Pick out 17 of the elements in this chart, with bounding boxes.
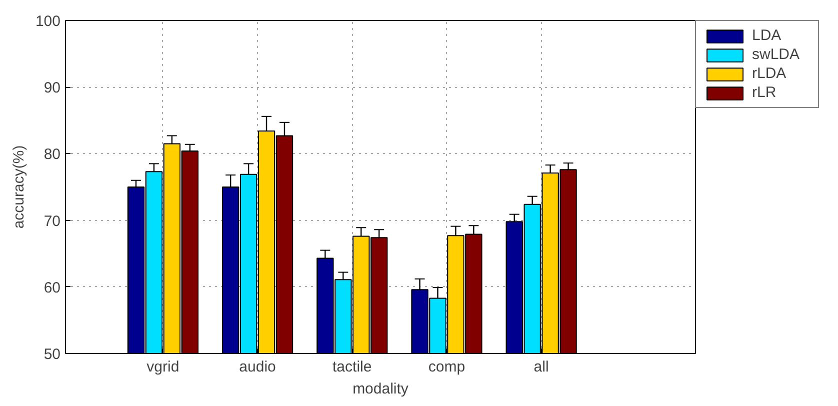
x-tick-label: tactile [332,358,372,376]
x-tick-label: audio [239,358,276,376]
y-tick-label: 80 [44,146,61,164]
legend-label: rLDA [752,65,788,82]
y-tick-label: 60 [44,279,61,296]
x-tick-label: comp [428,358,466,376]
y-tick-label: 70 [44,212,61,230]
x-tick-label: vgrid [146,358,180,376]
legend-label: swLDA [752,46,801,63]
x-axis-title: modality [352,380,409,398]
y-tick-label: 100 [35,13,61,30]
y-tick-label: 50 [44,346,61,363]
x-tick-label: all [534,358,549,376]
legend-label: rLR [752,84,778,101]
y-axis-title: accuracy(%) [10,145,28,229]
legend-label: LDA [752,27,782,44]
y-tick-label: 90 [44,80,61,97]
